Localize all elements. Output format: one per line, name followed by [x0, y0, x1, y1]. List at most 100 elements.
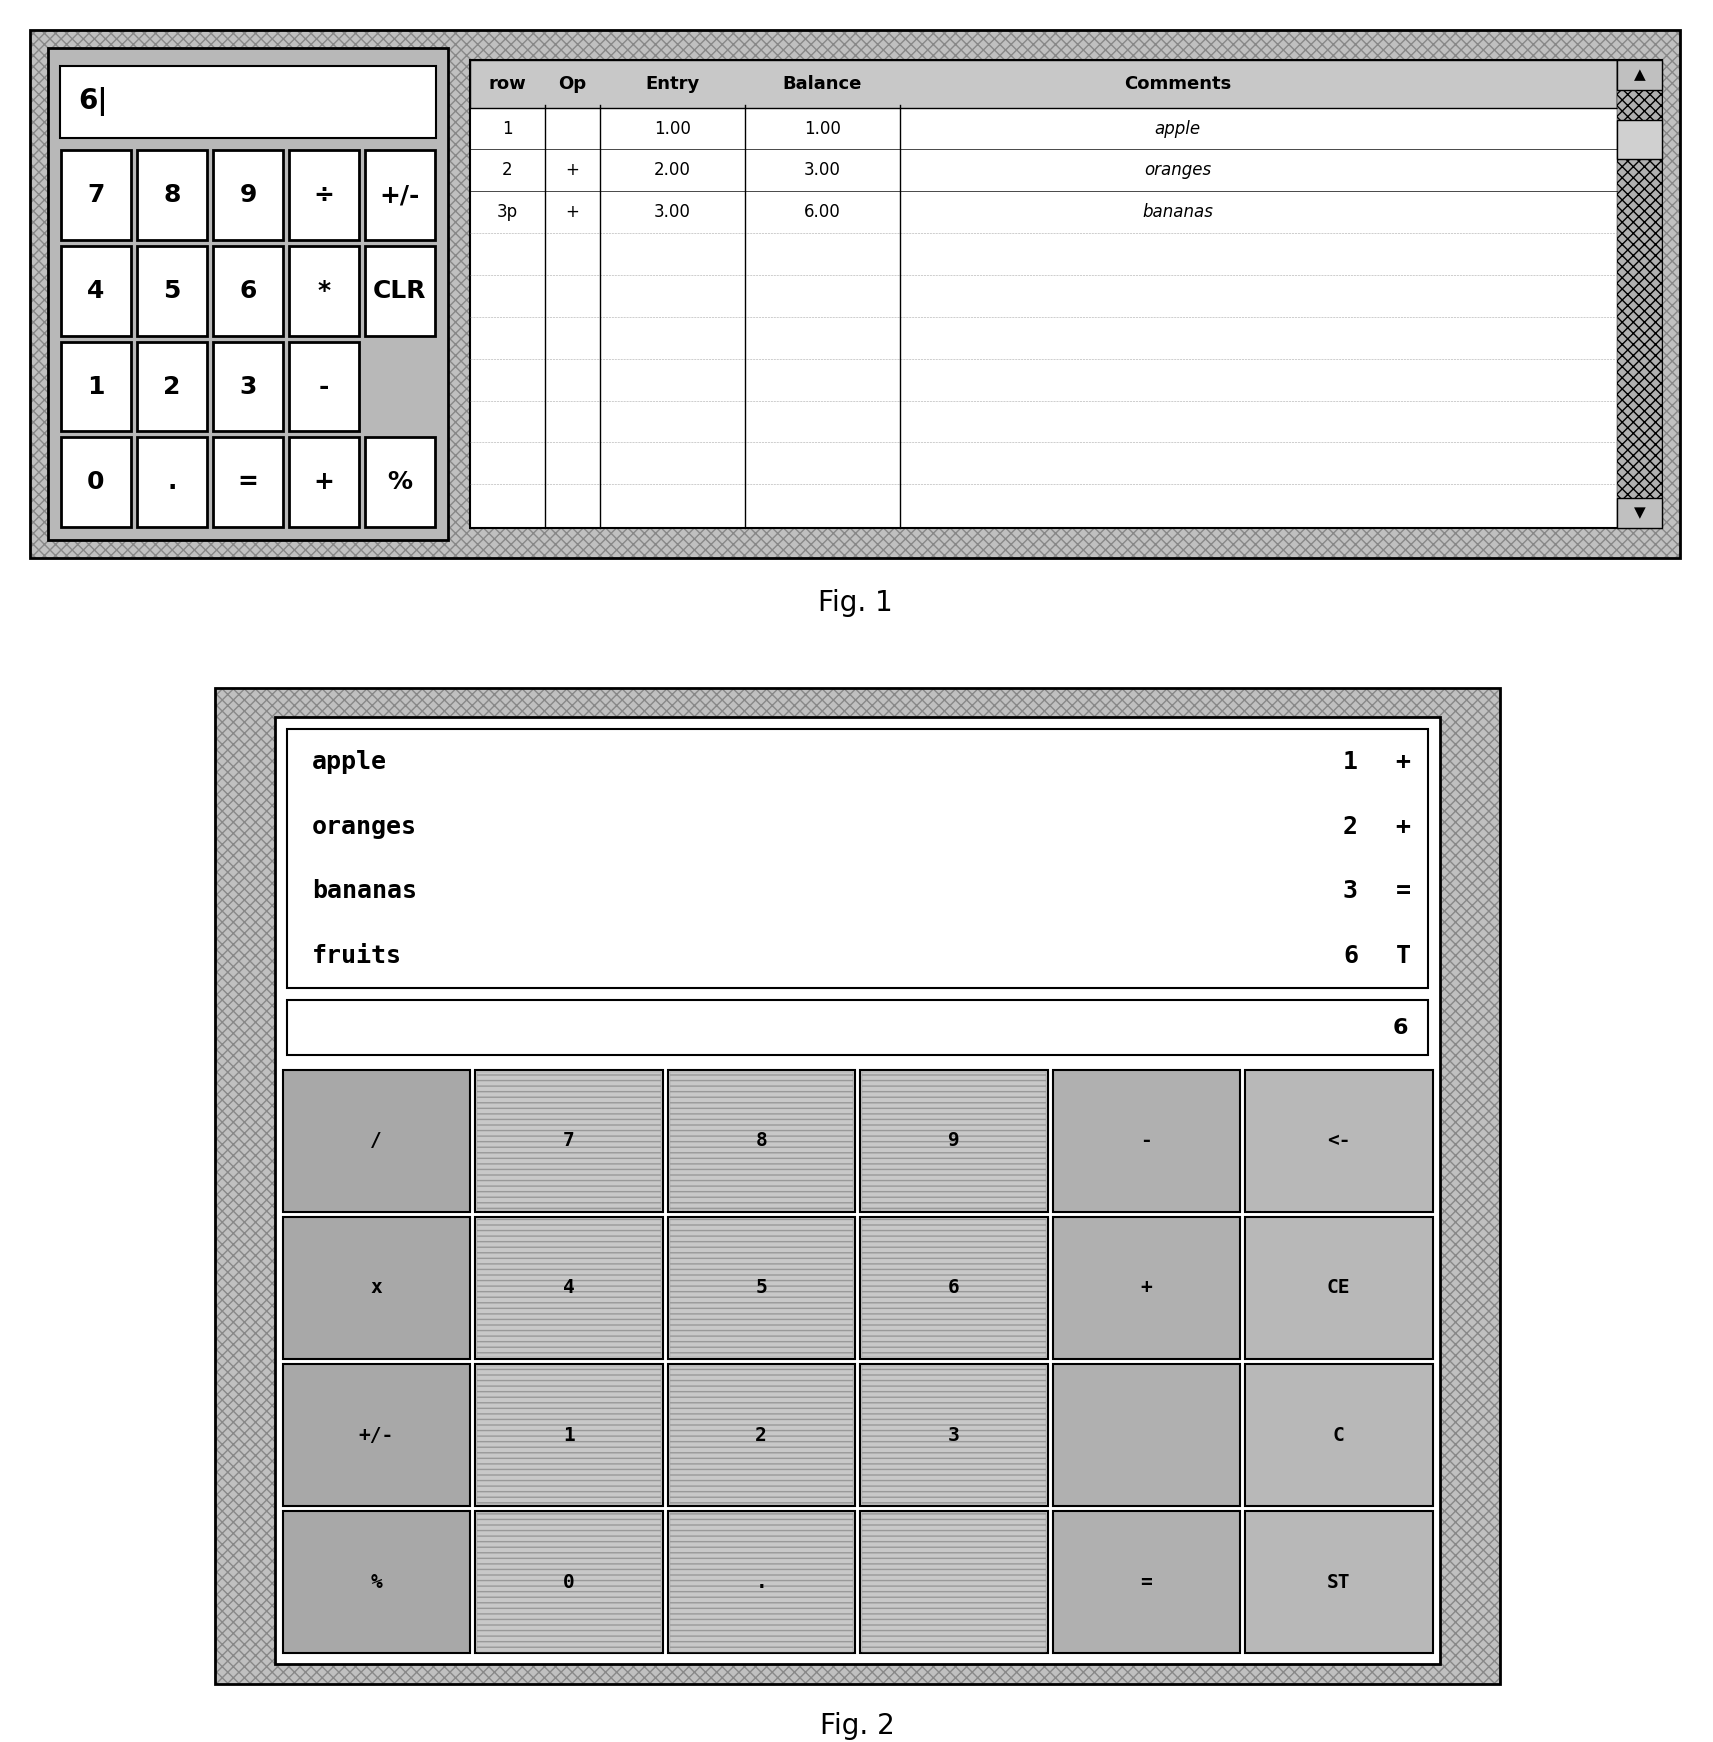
Bar — [137, 437, 207, 528]
Text: 7: 7 — [87, 183, 104, 207]
Text: 0: 0 — [564, 1573, 574, 1592]
Text: Op: Op — [558, 75, 586, 92]
Bar — [283, 1218, 469, 1359]
Bar — [670, 1366, 853, 1505]
Bar — [476, 1366, 661, 1505]
Bar — [62, 341, 130, 432]
Text: .: . — [755, 1573, 767, 1592]
Text: apple: apple — [1155, 120, 1201, 138]
Bar — [216, 688, 1501, 1685]
Bar — [283, 1364, 469, 1507]
Bar — [670, 1219, 853, 1357]
Bar — [137, 246, 207, 336]
Bar — [1245, 1364, 1432, 1507]
Text: C: C — [1333, 1425, 1345, 1444]
Text: 2: 2 — [755, 1425, 767, 1444]
Text: -: - — [1141, 1131, 1153, 1150]
Text: 2: 2 — [1343, 815, 1358, 838]
Bar — [289, 341, 360, 432]
Bar — [31, 30, 1680, 557]
Bar — [670, 1514, 853, 1651]
Text: +: + — [1396, 815, 1410, 838]
Bar — [62, 150, 130, 240]
Text: +: + — [313, 470, 334, 495]
Bar — [860, 1512, 1048, 1653]
Text: 8: 8 — [755, 1131, 767, 1150]
Bar — [283, 1070, 469, 1212]
Bar — [62, 437, 130, 528]
Text: 4: 4 — [564, 1279, 574, 1298]
Text: .: . — [168, 470, 176, 495]
Text: 1: 1 — [502, 120, 512, 138]
Bar — [1617, 59, 1662, 528]
Text: +/-: +/- — [380, 183, 420, 207]
Text: 9: 9 — [240, 183, 257, 207]
Text: CE: CE — [1328, 1279, 1350, 1298]
Text: /: / — [370, 1131, 382, 1150]
Bar — [860, 1070, 1048, 1212]
Bar — [283, 1512, 469, 1653]
Bar — [289, 437, 360, 528]
Text: 0: 0 — [87, 470, 104, 495]
Text: 6.00: 6.00 — [803, 204, 841, 221]
Text: 7: 7 — [564, 1131, 574, 1150]
Bar — [137, 341, 207, 432]
Text: row: row — [488, 75, 526, 92]
Bar — [670, 1071, 853, 1211]
Text: fruits: fruits — [312, 944, 403, 969]
Bar — [1052, 1512, 1240, 1653]
Text: oranges: oranges — [1144, 162, 1211, 179]
Bar — [1052, 1070, 1240, 1212]
Text: =: = — [1141, 1573, 1153, 1592]
Bar — [469, 59, 1617, 108]
Bar — [860, 1364, 1048, 1507]
Text: ▼: ▼ — [1634, 505, 1646, 521]
Text: 5: 5 — [755, 1279, 767, 1298]
Text: 2: 2 — [163, 375, 180, 399]
Text: %: % — [370, 1573, 382, 1592]
Text: CLR: CLR — [373, 279, 427, 303]
Text: 3: 3 — [1343, 880, 1358, 904]
Text: 6: 6 — [1343, 944, 1358, 969]
Text: +: + — [1396, 749, 1410, 773]
Text: 3.00: 3.00 — [803, 162, 841, 179]
Bar — [212, 341, 283, 432]
Text: +: + — [565, 162, 579, 179]
Bar — [476, 1219, 661, 1357]
Bar — [289, 246, 360, 336]
Text: Comments: Comments — [1124, 75, 1232, 92]
Bar — [212, 246, 283, 336]
Bar — [137, 150, 207, 240]
Bar — [216, 688, 1501, 1685]
Text: 3p: 3p — [497, 204, 517, 221]
Text: +: + — [1141, 1279, 1153, 1298]
Text: 1.00: 1.00 — [803, 120, 841, 138]
Text: ST: ST — [1328, 1573, 1350, 1592]
Text: 1.00: 1.00 — [654, 120, 690, 138]
Text: %: % — [387, 470, 413, 495]
Text: 6: 6 — [947, 1279, 959, 1298]
Text: 3.00: 3.00 — [654, 204, 690, 221]
Text: T: T — [1396, 944, 1410, 969]
Text: 1: 1 — [87, 375, 104, 399]
Text: 2: 2 — [502, 162, 512, 179]
Bar — [48, 47, 449, 540]
Bar — [668, 1364, 855, 1507]
Bar — [668, 1512, 855, 1653]
Bar — [860, 1218, 1048, 1359]
Text: oranges: oranges — [312, 815, 416, 838]
Text: -: - — [319, 375, 329, 399]
Text: Balance: Balance — [783, 75, 862, 92]
Bar — [668, 1218, 855, 1359]
Bar — [862, 1514, 1045, 1651]
Text: 9: 9 — [947, 1131, 959, 1150]
Text: 3: 3 — [947, 1425, 959, 1444]
Bar — [288, 730, 1429, 988]
Bar — [62, 246, 130, 336]
Text: 4: 4 — [87, 279, 104, 303]
Bar — [212, 437, 283, 528]
Text: 2.00: 2.00 — [654, 162, 690, 179]
Bar — [1617, 59, 1662, 89]
Text: x: x — [370, 1279, 382, 1298]
Bar — [1245, 1218, 1432, 1359]
